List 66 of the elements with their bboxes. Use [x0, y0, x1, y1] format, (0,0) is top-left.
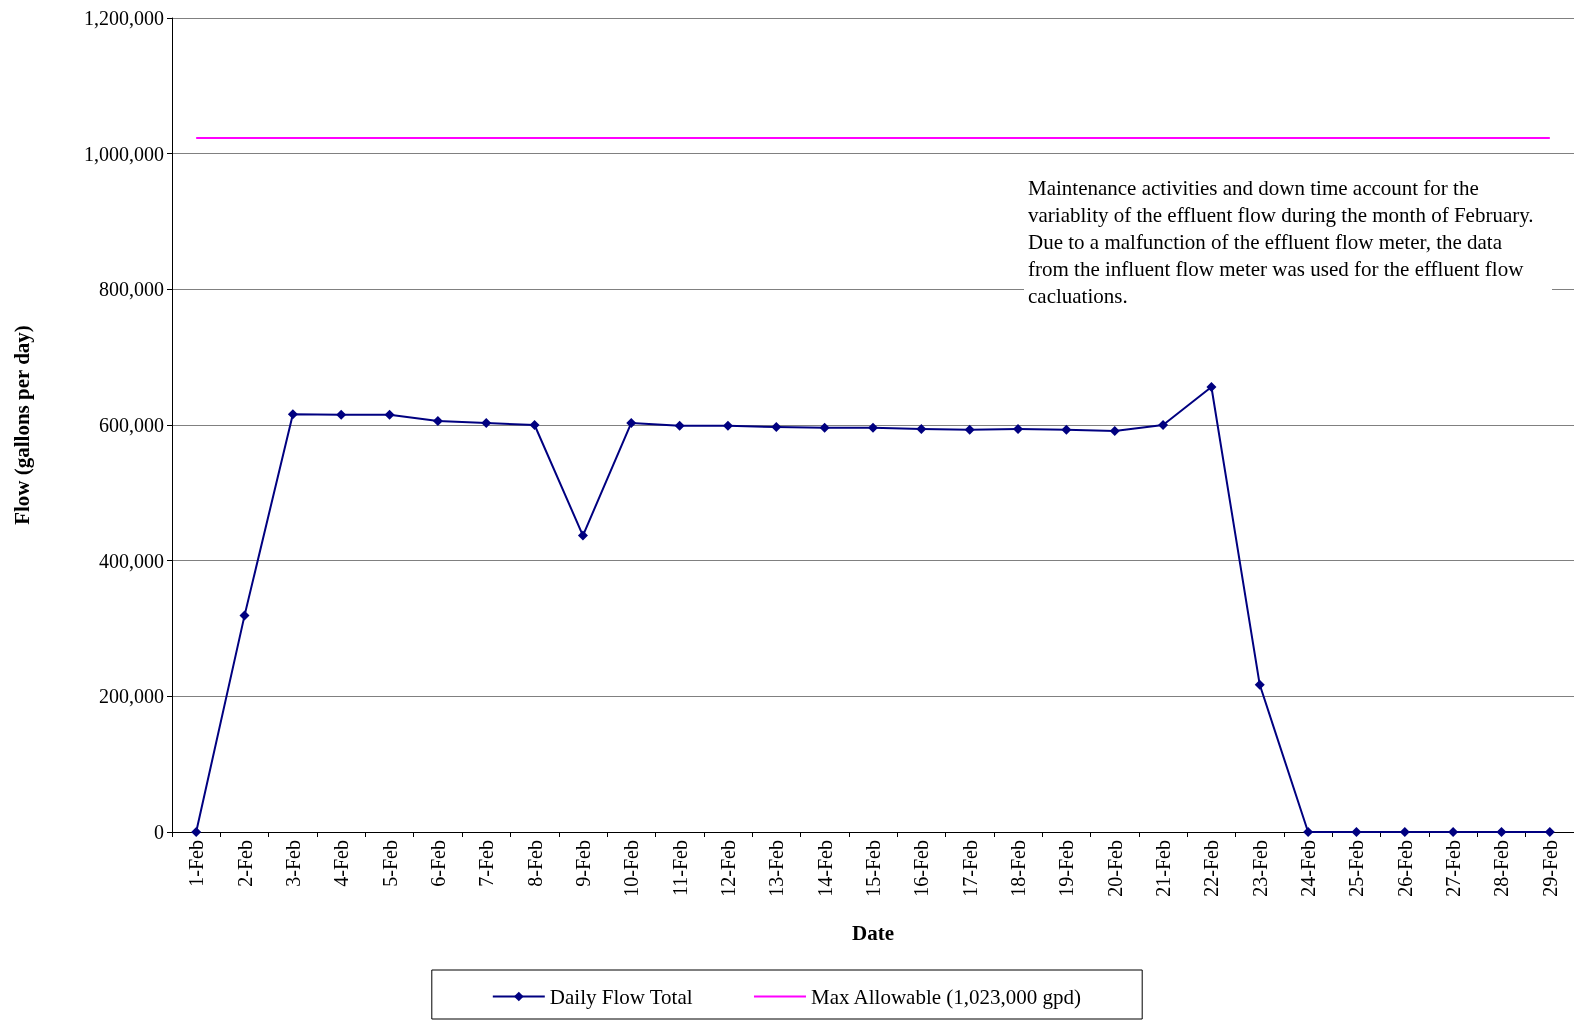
- point: [626, 417, 637, 428]
- point: [481, 417, 492, 428]
- point: [1496, 827, 1507, 837]
- point: [1013, 424, 1024, 435]
- x-tick-label: 3-Feb: [281, 840, 304, 887]
- point: [1061, 424, 1072, 435]
- x-tick-label: 8-Feb: [523, 840, 546, 887]
- x-tick-label: 1-Feb: [185, 840, 208, 887]
- point: [529, 420, 540, 430]
- point: [577, 530, 588, 541]
- point: [916, 424, 927, 435]
- point: [1351, 827, 1362, 837]
- point: [1206, 382, 1217, 393]
- point: [1254, 679, 1265, 690]
- x-tick-label: 11-Feb: [668, 840, 691, 896]
- y-tick-label: 1,000,000: [84, 142, 164, 165]
- x-tick-label: 20-Feb: [1103, 840, 1126, 897]
- x-tick-label: 13-Feb: [765, 840, 788, 897]
- point: [722, 420, 733, 431]
- x-tick-label: 27-Feb: [1442, 840, 1465, 897]
- legend-label: Max Allowable (1,023,000 gpd): [810, 984, 1082, 1009]
- y-tick-label: 400,000: [99, 549, 164, 572]
- point: [239, 610, 250, 621]
- x-tick-label: 17-Feb: [958, 840, 981, 897]
- x-tick-label: 15-Feb: [862, 840, 884, 897]
- x-tick-label: 29-Feb: [1538, 840, 1561, 897]
- x-tick-label: 2-Feb: [233, 840, 256, 887]
- point: [384, 409, 395, 420]
- point: [674, 420, 685, 431]
- x-tick-label: 7-Feb: [475, 840, 498, 887]
- point: [771, 422, 782, 433]
- point: [191, 827, 202, 837]
- x-tick-label: 16-Feb: [910, 840, 933, 897]
- point: [868, 422, 878, 433]
- y-tick-label: 800,000: [99, 278, 164, 301]
- x-tick-label: 25-Feb: [1345, 840, 1368, 897]
- x-tick-label: 9-Feb: [571, 840, 594, 887]
- point: [287, 409, 298, 420]
- point: [819, 422, 830, 433]
- annotation: Maintenance activities and down time account for the variablity of the effluent flow during the month of February. Due to a malfunction of the effluent flow meter, the data from the influent flow meter was used for the effluent flow cacluations.: [1028, 175, 1545, 308]
- x-tick-label: 6-Feb: [426, 840, 449, 887]
- x-tick-label: 28-Feb: [1490, 840, 1513, 897]
- x-tick-label: 12-Feb: [716, 840, 739, 897]
- point: [336, 409, 347, 420]
- x-tick-label: 24-Feb: [1297, 840, 1320, 897]
- x-tick-label: 5-Feb: [378, 840, 401, 887]
- point: [1158, 420, 1169, 430]
- y-tick-label: 1,200,000: [84, 7, 164, 29]
- y-tick-label: 0: [154, 821, 164, 843]
- x-tick-label: 26-Feb: [1393, 840, 1416, 897]
- point: [1109, 426, 1120, 437]
- x-tick-label: 23-Feb: [1248, 840, 1271, 897]
- point: [432, 415, 443, 426]
- x-tick-label: 18-Feb: [1007, 840, 1030, 897]
- x-tick-label: 22-Feb: [1200, 840, 1223, 897]
- y-tick-label: 600,000: [99, 414, 164, 436]
- x-tick-label: 21-Feb: [1152, 840, 1175, 897]
- y-axis-title: Flow (gallons per day): [9, 325, 34, 525]
- x-axis-title: Date: [852, 920, 894, 945]
- x-tick-label: 10-Feb: [620, 840, 643, 897]
- legend-label: Daily Flow Total: [549, 984, 693, 1009]
- point: [964, 424, 975, 435]
- y-tick-label: 200,000: [99, 685, 164, 708]
- x-tick-label: 19-Feb: [1055, 840, 1078, 897]
- x-tick-label: 4-Feb: [330, 840, 353, 887]
- x-tick-label: 14-Feb: [813, 840, 836, 897]
